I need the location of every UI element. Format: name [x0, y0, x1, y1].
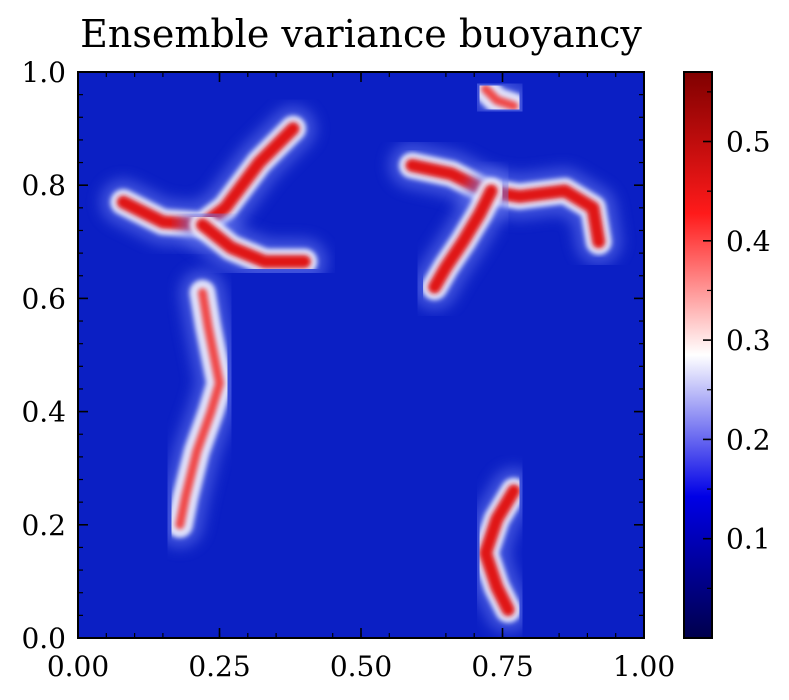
- y-tick-label: 0.2: [21, 509, 66, 542]
- x-tick-label: 0.75: [471, 650, 533, 683]
- colorbar-ticks: 0.1 0.2 0.3 0.4 0.5: [703, 91, 771, 589]
- colorbar-tick-label: 0.5: [726, 126, 771, 159]
- heatmap-feature: [462, 72, 537, 129]
- x-tick-label: 0.50: [330, 650, 392, 683]
- heatmap-background: [78, 72, 644, 638]
- colorbar-gradient: [683, 71, 713, 639]
- x-tick-label: 0.00: [47, 650, 109, 683]
- heatmap-feature: [156, 269, 243, 548]
- heatmap-feature: [179, 201, 328, 285]
- x-tick-label: 1.00: [613, 650, 675, 683]
- feature-core: [479, 484, 521, 617]
- feature-core: [428, 184, 498, 294]
- feature-core: [405, 158, 606, 249]
- heatmap-feature: [388, 142, 622, 265]
- feature-core: [196, 218, 311, 269]
- colorbar-tick-label: 0.4: [726, 225, 771, 258]
- feature-core: [481, 84, 519, 111]
- x-axis: 0.00 0.25 0.50 0.75 1.00: [47, 72, 675, 683]
- heatmap-feature: [411, 167, 515, 311]
- heatmap-features: [100, 72, 622, 633]
- chart-title: Ensemble variance buoyancy: [80, 12, 642, 56]
- y-tick-label: 0.6: [21, 282, 66, 315]
- colorbar-tick-label: 0.1: [726, 523, 771, 556]
- y-tick-label: 0.8: [21, 169, 66, 202]
- x-tick-label: 0.25: [188, 650, 250, 683]
- y-tick-label: 0.4: [21, 396, 66, 429]
- y-tick-label: 1.0: [21, 56, 66, 89]
- heatmap-feature: [462, 467, 537, 633]
- colorbar: 0.1 0.2 0.3 0.4 0.5: [683, 71, 771, 639]
- y-tick-label: 0.0: [21, 622, 66, 655]
- colorbar-tick-label: 0.2: [726, 423, 771, 456]
- colorbar-tick-label: 0.3: [726, 324, 771, 357]
- heatmap-plot: [78, 72, 644, 638]
- y-axis: 0.0 0.2 0.4 0.6 0.8 1.0: [21, 56, 644, 655]
- feature-core: [175, 288, 224, 530]
